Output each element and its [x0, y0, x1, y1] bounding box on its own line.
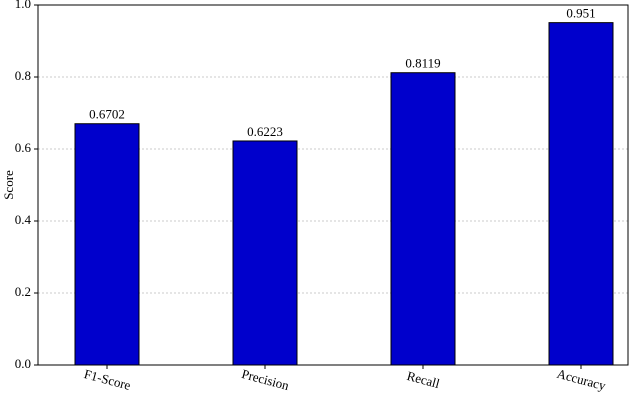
- y-tick-label: 0.8: [15, 68, 31, 83]
- x-tick-label: Recall: [405, 368, 441, 391]
- x-tick-label: F1-Score: [82, 366, 132, 393]
- value-label: 0.6223: [247, 124, 283, 139]
- bar: [548, 22, 614, 366]
- value-label: 0.951: [566, 6, 595, 21]
- y-axis-label: Score: [1, 170, 16, 200]
- y-tick-label: 1.0: [15, 0, 31, 11]
- value-label: 0.6702: [89, 107, 125, 122]
- bar: [74, 123, 140, 366]
- x-tick-label: Accuracy: [555, 366, 607, 394]
- plot-frame: [37, 4, 629, 366]
- value-label: 0.8119: [405, 56, 440, 71]
- bar: [232, 140, 298, 366]
- y-tick-label: 0.6: [15, 140, 32, 155]
- x-tick-label: Precision: [240, 366, 291, 393]
- y-tick-label: 0.0: [15, 356, 31, 371]
- y-tick-label: 0.2: [15, 284, 31, 299]
- bar: [390, 72, 456, 366]
- y-tick-label: 0.4: [15, 212, 32, 227]
